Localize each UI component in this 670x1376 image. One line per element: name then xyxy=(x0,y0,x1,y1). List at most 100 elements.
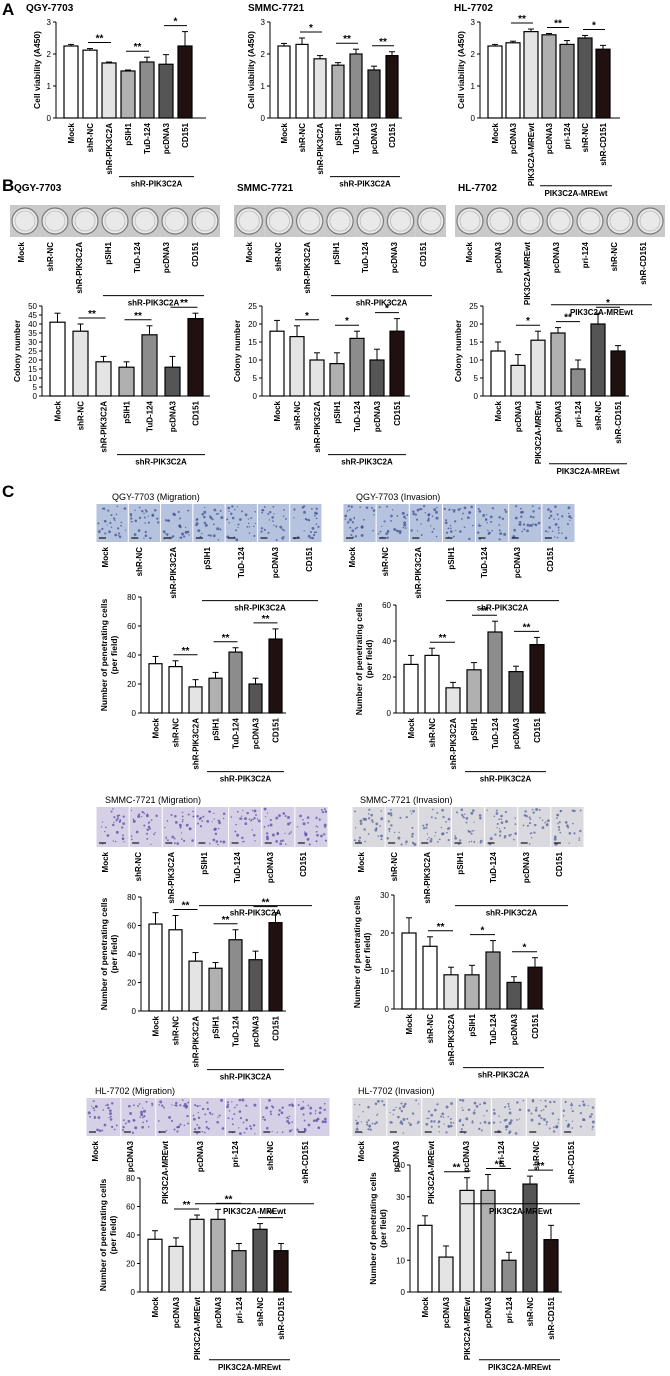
cell-dot xyxy=(459,1098,462,1102)
strip-category-label: shR-PIK3C2A xyxy=(167,852,176,904)
cell-dot xyxy=(545,823,549,827)
cell-dot xyxy=(280,1111,284,1115)
category-label: pcDNA3 xyxy=(442,1296,451,1328)
cell-dot xyxy=(465,816,469,820)
cell-dot xyxy=(430,1120,433,1123)
cell-dot xyxy=(168,519,171,521)
cell-dot xyxy=(505,1118,508,1121)
cell-dot xyxy=(271,1105,273,1108)
cell-dot xyxy=(201,532,203,535)
y-tick-label: 0 xyxy=(47,114,52,123)
cell-dot xyxy=(452,1122,455,1124)
cell-dot xyxy=(321,811,325,814)
cell-dot xyxy=(231,516,235,520)
cell-dot xyxy=(405,816,408,819)
cell-dot xyxy=(93,1116,96,1120)
cell-dot xyxy=(203,510,207,514)
cell-dot xyxy=(349,518,352,522)
bar xyxy=(550,332,566,397)
y-tick-label: 3 xyxy=(471,18,476,27)
cell-dot xyxy=(561,532,563,534)
cell-dot xyxy=(459,508,462,510)
cell-dot xyxy=(482,513,486,517)
y-tick-label: 40 xyxy=(28,320,37,329)
cell-dot xyxy=(545,821,547,823)
cell-dot xyxy=(202,815,205,818)
cell-dot xyxy=(302,1113,305,1116)
cell-dot xyxy=(450,1121,453,1124)
bar xyxy=(610,350,626,397)
cell-dot xyxy=(123,841,125,843)
strip-category-label: shR-PIK3C2A xyxy=(169,547,178,599)
category-label: pSIH1 xyxy=(212,1015,221,1038)
cell-dot xyxy=(211,518,214,521)
cell-dot xyxy=(499,532,503,536)
cell-dot xyxy=(518,1118,520,1120)
cell-dot xyxy=(180,832,183,834)
cell-dot xyxy=(315,512,318,515)
cell-dot xyxy=(375,1121,378,1124)
cell-dot xyxy=(509,1108,511,1110)
cell-dot xyxy=(362,1110,364,1113)
bar xyxy=(445,687,461,714)
cell-dot xyxy=(392,509,394,511)
strip-category-label: pcDNA3 xyxy=(162,241,171,273)
cell-dot xyxy=(217,827,220,830)
cell-dot xyxy=(570,1107,573,1109)
cell-dot xyxy=(137,815,141,819)
cell-dot xyxy=(366,1123,369,1126)
cell-dot xyxy=(268,1098,271,1102)
bar xyxy=(487,45,503,119)
cell-dot xyxy=(232,1123,234,1126)
cell-dot xyxy=(228,510,230,512)
cell-dot xyxy=(165,836,167,838)
cell-dot xyxy=(314,514,316,517)
cell-dot xyxy=(454,520,457,523)
cell-dot xyxy=(213,828,216,831)
group-label: shR-PIK3C2A xyxy=(135,458,187,467)
micrograph-tile xyxy=(96,504,128,542)
cell-dot xyxy=(437,1125,440,1128)
cell-dot xyxy=(286,1119,290,1123)
cell-dot xyxy=(279,842,282,846)
y-tick-label: 20 xyxy=(382,673,391,682)
cell-dot xyxy=(526,824,529,827)
group-label: PIK3C2A-MREwt xyxy=(488,1363,551,1372)
category-label: shR-PIK3C2A xyxy=(447,1014,456,1066)
cell-dot xyxy=(553,1126,555,1129)
cell-dot xyxy=(299,814,302,818)
cell-dot xyxy=(445,1105,449,1109)
cell-dot xyxy=(542,1108,545,1111)
strip-category-label: pSIH1 xyxy=(332,241,341,264)
cell-dot xyxy=(208,810,210,813)
cell-dot xyxy=(245,1127,248,1130)
cell-dot xyxy=(317,525,320,528)
cell-dot xyxy=(591,1106,595,1109)
cell-dot xyxy=(519,507,522,510)
cell-dot xyxy=(256,818,259,820)
cell-dot xyxy=(380,817,384,821)
cell-dot xyxy=(380,838,383,841)
cell-dot xyxy=(179,826,182,829)
category-label: shR-PIK3C2A xyxy=(313,401,322,453)
cell-dot xyxy=(553,1100,556,1104)
cell-dot xyxy=(498,529,501,532)
title-c-smmc-migration: SMMC-7721 (Migration) xyxy=(105,795,202,805)
sig-label: ** xyxy=(537,1161,545,1172)
cell-dot xyxy=(207,534,210,537)
cell-dot xyxy=(271,833,275,837)
cell-dot xyxy=(291,1129,293,1131)
cell-dot xyxy=(279,525,283,529)
cell-dot xyxy=(479,1103,481,1106)
category-label: TuD-124 xyxy=(232,1015,241,1047)
bar xyxy=(248,683,263,714)
title-a-smmc: SMMC-7721 xyxy=(248,3,305,14)
cell-dot xyxy=(236,833,240,837)
cell-dot xyxy=(458,843,460,846)
y-axis-label: Number of penetrating cells xyxy=(354,603,364,716)
cell-dot xyxy=(171,835,175,839)
cell-dot xyxy=(516,1119,518,1121)
cell-dot xyxy=(113,1128,116,1131)
bar xyxy=(289,336,305,397)
